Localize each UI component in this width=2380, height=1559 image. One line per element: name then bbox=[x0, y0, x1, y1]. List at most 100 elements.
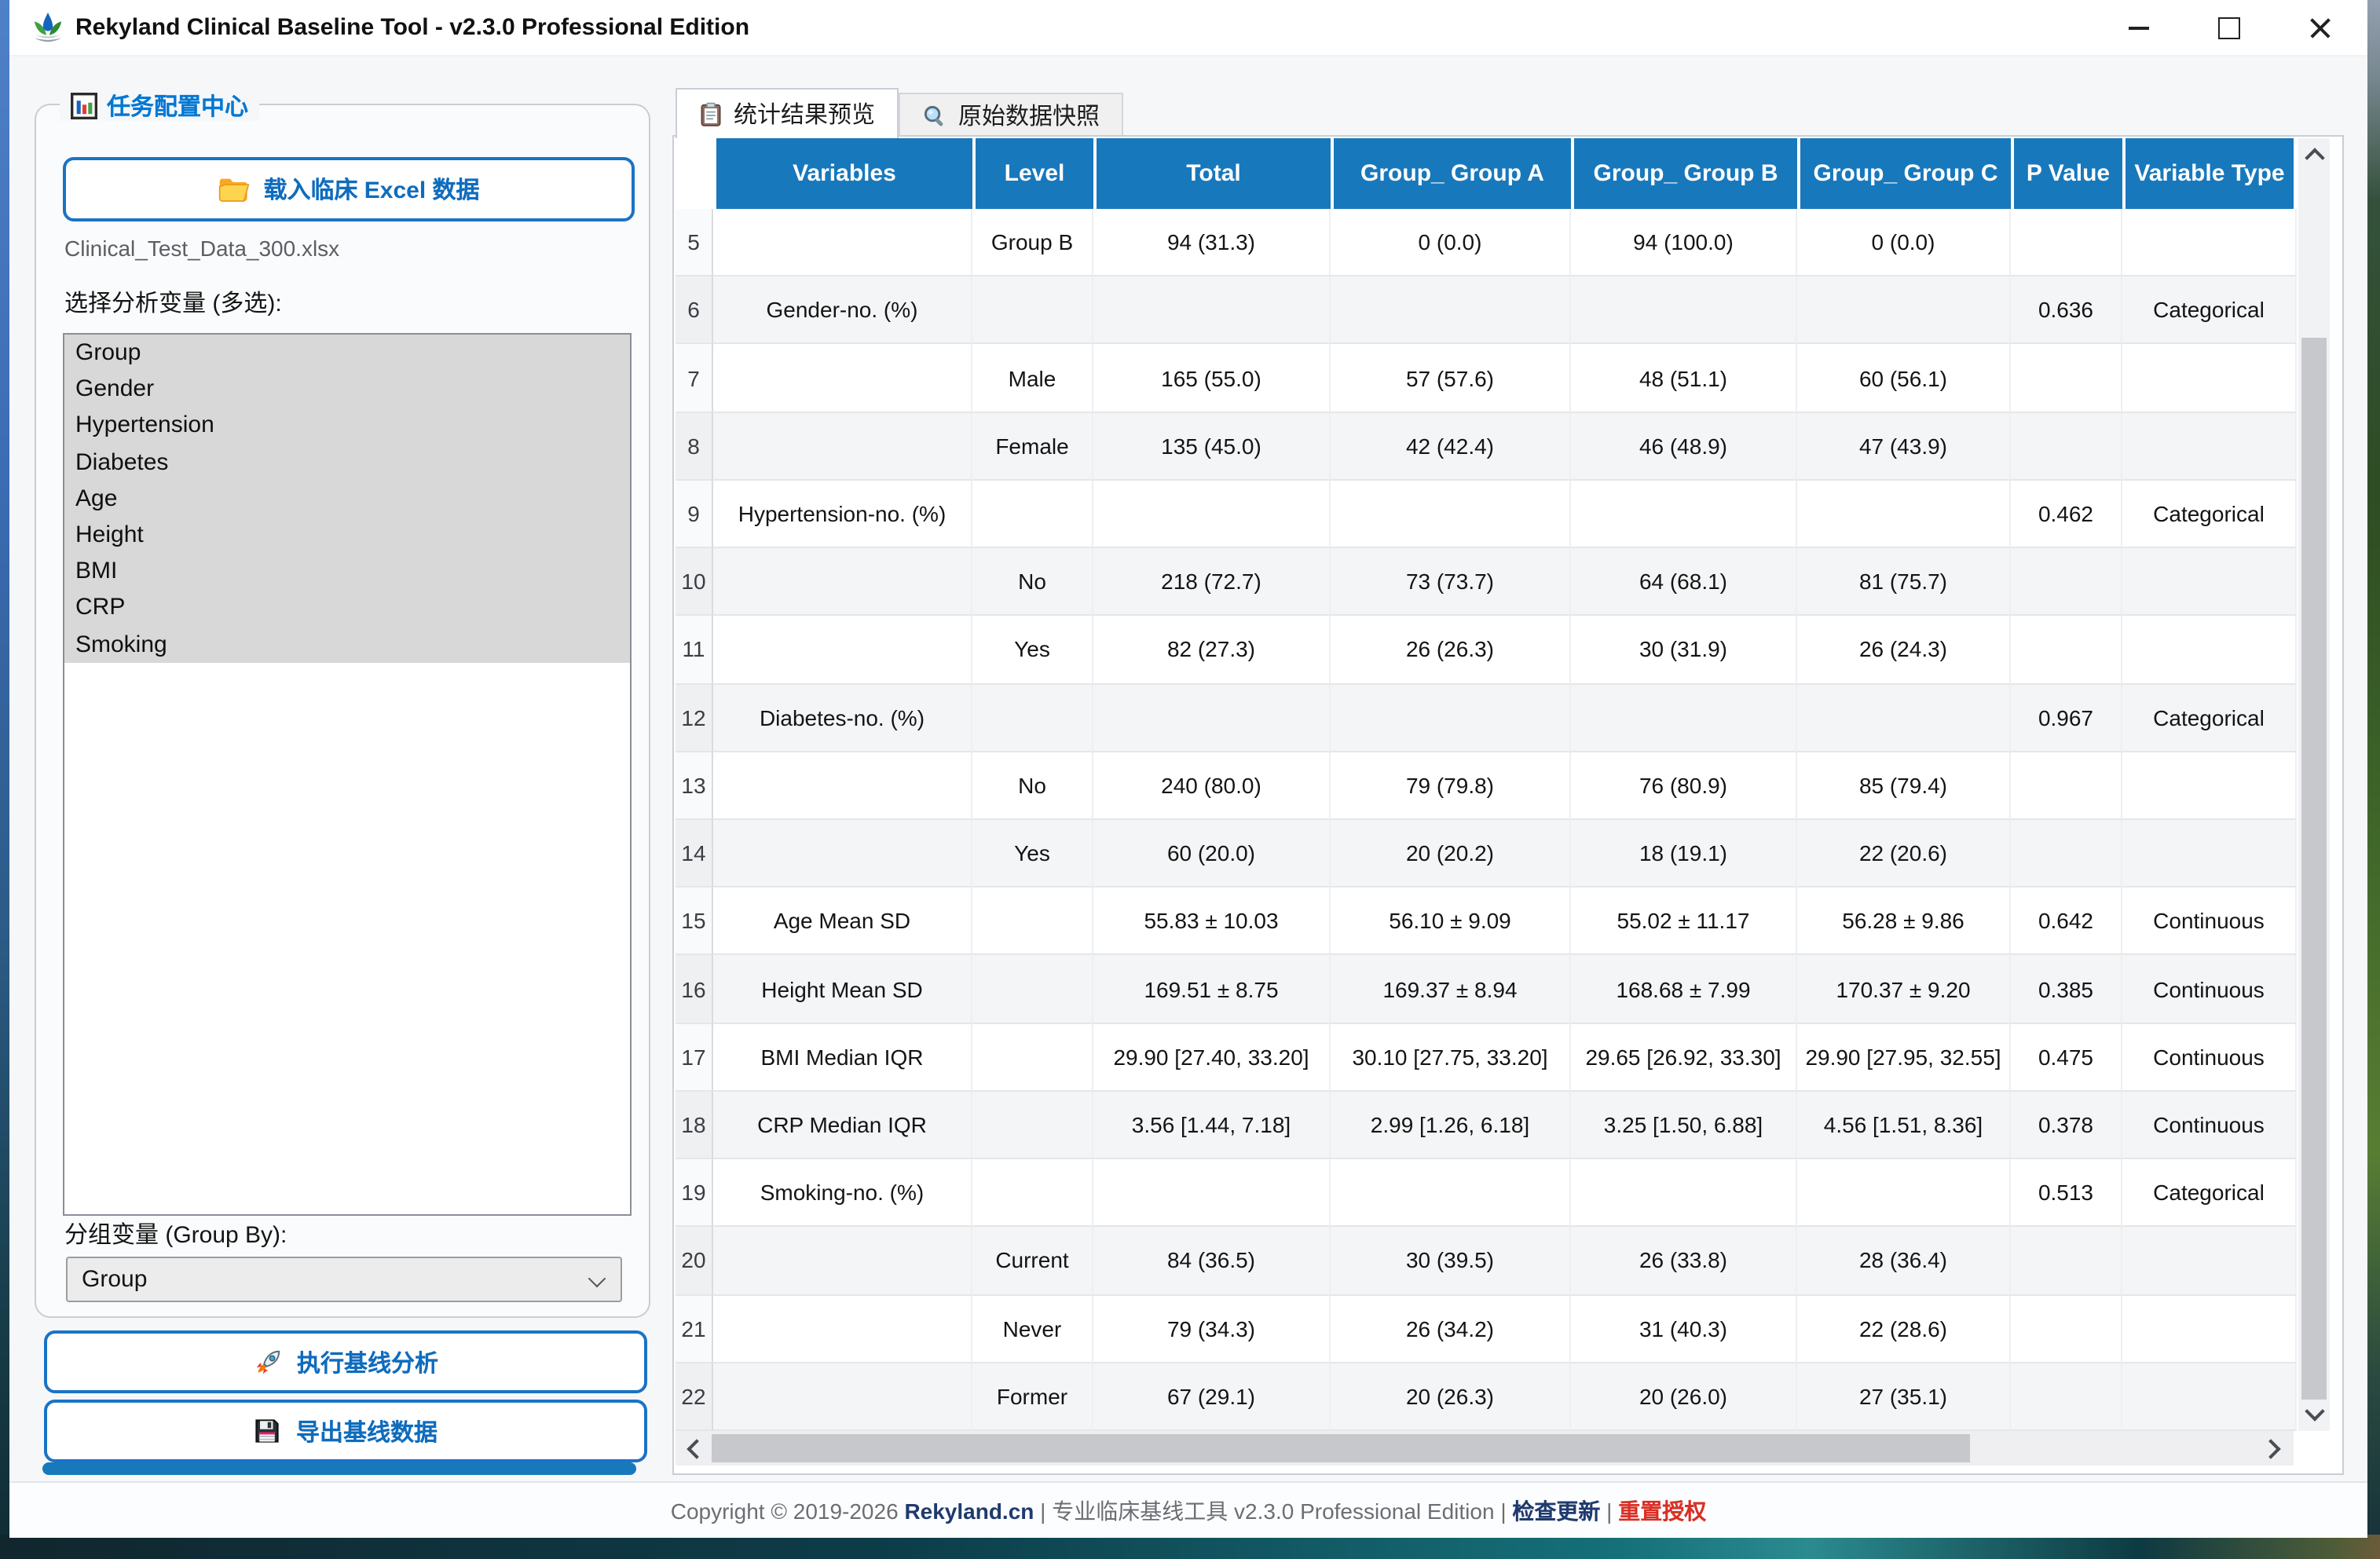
results-table: VariablesLevelTotalGroup_ Group AGroup_ … bbox=[676, 138, 2297, 1431]
column-header[interactable]: P Value bbox=[2011, 138, 2122, 209]
tab-raw-data[interactable]: 原始数据快照 bbox=[899, 93, 1123, 137]
variable-option[interactable]: BMI bbox=[64, 553, 630, 589]
horizontal-scrollbar[interactable] bbox=[676, 1431, 2294, 1466]
table-cell bbox=[2122, 209, 2297, 276]
scroll-down-button[interactable] bbox=[2298, 1396, 2330, 1431]
table-cell: 135 (45.0) bbox=[1093, 412, 1331, 480]
table-cell bbox=[1571, 684, 1797, 752]
table-cell: 94 (31.3) bbox=[1093, 209, 1331, 276]
vertical-scrollbar[interactable] bbox=[2298, 138, 2330, 1431]
loaded-filename: Clinical_Test_Data_300.xlsx bbox=[64, 236, 339, 261]
table-cell: 82 (27.3) bbox=[1093, 617, 1331, 684]
table-cell bbox=[713, 345, 972, 412]
variable-option[interactable]: Diabetes bbox=[64, 444, 630, 480]
row-number: 10 bbox=[676, 548, 713, 616]
title-bar: Rekyland Clinical Baseline Tool - v2.3.0… bbox=[9, 0, 2367, 57]
table-cell: Height Mean SD bbox=[713, 956, 972, 1023]
table-cell: 42 (42.4) bbox=[1331, 412, 1571, 480]
reset-license-link[interactable]: 重置授权 bbox=[1618, 1495, 1706, 1526]
table-cell: 20 (26.3) bbox=[1331, 1363, 1571, 1430]
horizontal-scrollbar-thumb[interactable] bbox=[712, 1434, 1970, 1462]
groupbox-title: 任务配置中心 bbox=[107, 89, 248, 122]
table-cell: Never bbox=[972, 1295, 1093, 1363]
footer-link[interactable]: 检查更新 bbox=[1512, 1495, 1600, 1526]
groupby-select[interactable]: Group bbox=[66, 1257, 622, 1302]
table-cell bbox=[2011, 1295, 2122, 1363]
table-cell: 94 (100.0) bbox=[1571, 209, 1797, 276]
table-cell: BMI Median IQR bbox=[713, 1023, 972, 1091]
table-cell: Gender-no. (%) bbox=[713, 276, 972, 344]
table-cell bbox=[972, 956, 1093, 1023]
variable-option[interactable]: CRP bbox=[64, 590, 630, 626]
variable-option[interactable]: Age bbox=[64, 481, 630, 517]
table-cell bbox=[1331, 684, 1571, 752]
table-cell: 0.378 bbox=[2011, 1092, 2122, 1159]
scroll-left-button[interactable] bbox=[676, 1431, 712, 1466]
row-number: 22 bbox=[676, 1363, 713, 1430]
table-cell bbox=[713, 752, 972, 820]
column-header[interactable]: Group_ Group B bbox=[1571, 138, 1797, 209]
footer-text: | bbox=[1600, 1498, 1618, 1523]
table-cell: 64 (68.1) bbox=[1571, 548, 1797, 616]
table-cell: 29.90 [27.40, 33.20] bbox=[1093, 1023, 1331, 1091]
table-cell: 79 (79.8) bbox=[1331, 752, 1571, 820]
maximize-button[interactable] bbox=[2198, 0, 2261, 55]
scroll-right-button[interactable] bbox=[2254, 1431, 2290, 1466]
row-number: 21 bbox=[676, 1295, 713, 1363]
minimize-button[interactable] bbox=[2107, 0, 2169, 55]
column-header[interactable]: Variables bbox=[713, 138, 972, 209]
close-icon bbox=[2309, 16, 2331, 38]
export-data-button[interactable]: 导出基线数据 bbox=[44, 1400, 647, 1462]
tab-stats-preview[interactable]: 统计结果预览 bbox=[676, 88, 899, 138]
floppy-disk-icon bbox=[254, 1417, 282, 1445]
table-cell: 79 (34.3) bbox=[1093, 1295, 1331, 1363]
table-cell bbox=[2011, 1228, 2122, 1295]
table-cell: Yes bbox=[972, 617, 1093, 684]
table-cell: 0.636 bbox=[2011, 276, 2122, 344]
tab-stats-preview-label: 统计结果预览 bbox=[734, 97, 875, 130]
variable-option[interactable]: Height bbox=[64, 517, 630, 553]
variable-option[interactable]: Group bbox=[64, 335, 630, 371]
table-cell bbox=[2011, 1363, 2122, 1430]
table-cell: 26 (26.3) bbox=[1331, 617, 1571, 684]
footer-link[interactable]: Rekyland.cn bbox=[904, 1498, 1034, 1523]
groupbox-legend: 任务配置中心 bbox=[60, 90, 259, 121]
chevron-down-icon bbox=[588, 1270, 606, 1288]
table-cell: Categorical bbox=[2122, 481, 2297, 548]
table-cell bbox=[1093, 684, 1331, 752]
table-cell: CRP Median IQR bbox=[713, 1092, 972, 1159]
table-cell: 168.68 ± 7.99 bbox=[1571, 956, 1797, 1023]
table-cell: 85 (79.4) bbox=[1797, 752, 2011, 820]
variable-option[interactable]: Hypertension bbox=[64, 408, 630, 444]
row-number: 20 bbox=[676, 1228, 713, 1295]
results-table-panel: VariablesLevelTotalGroup_ Group AGroup_ … bbox=[672, 135, 2344, 1475]
run-analysis-button[interactable]: 执行基线分析 bbox=[44, 1330, 647, 1393]
table-cell: Current bbox=[972, 1228, 1093, 1295]
chevron-right-icon bbox=[2260, 1438, 2279, 1458]
column-header[interactable]: Level bbox=[972, 138, 1093, 209]
variable-option[interactable]: Smoking bbox=[64, 626, 630, 662]
table-cell bbox=[2122, 548, 2297, 616]
table-cell: 20 (20.2) bbox=[1331, 820, 1571, 887]
column-header[interactable]: Variable Type bbox=[2122, 138, 2297, 209]
status-footer: Copyright © 2019-2026 Rekyland.cn | 专业临床… bbox=[9, 1481, 2367, 1538]
row-number: 12 bbox=[676, 684, 713, 752]
table-cell: 57 (57.6) bbox=[1331, 345, 1571, 412]
table-cell bbox=[2011, 820, 2122, 887]
table-cell bbox=[2122, 820, 2297, 887]
table-cell: 170.37 ± 9.20 bbox=[1797, 956, 2011, 1023]
variable-option[interactable]: Gender bbox=[64, 371, 630, 407]
close-button[interactable] bbox=[2289, 0, 2352, 55]
column-header[interactable]: Group_ Group A bbox=[1331, 138, 1571, 209]
table-cell bbox=[2011, 752, 2122, 820]
vertical-scrollbar-thumb[interactable] bbox=[2301, 338, 2327, 1400]
table-cell: 0.513 bbox=[2011, 1159, 2122, 1227]
table-cell bbox=[1797, 276, 2011, 344]
column-header[interactable]: Total bbox=[1093, 138, 1331, 209]
scroll-up-button[interactable] bbox=[2298, 138, 2330, 173]
table-cell: 4.56 [1.51, 8.36] bbox=[1797, 1092, 2011, 1159]
load-excel-button[interactable]: 载入临床 Excel 数据 bbox=[63, 157, 635, 221]
load-excel-label: 载入临床 Excel 数据 bbox=[263, 173, 479, 206]
column-header[interactable]: Group_ Group C bbox=[1797, 138, 2011, 209]
table-cell bbox=[2122, 345, 2297, 412]
